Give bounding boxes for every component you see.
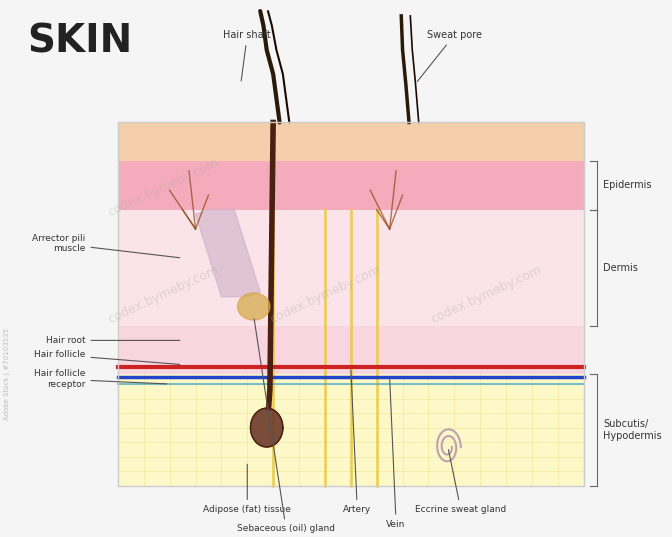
Text: codex.bymeby.com: codex.bymeby.com — [106, 263, 220, 326]
Text: Arrector pili
muscle: Arrector pili muscle — [32, 234, 180, 258]
Bar — [118, 209, 584, 326]
Text: Adobe Stock | #70103535: Adobe Stock | #70103535 — [4, 328, 11, 420]
Text: Vein: Vein — [386, 380, 406, 528]
Text: Hair root: Hair root — [46, 336, 180, 345]
Polygon shape — [251, 408, 283, 447]
Polygon shape — [238, 293, 270, 320]
Bar — [118, 374, 584, 485]
Text: Eccrine sweat gland: Eccrine sweat gland — [415, 449, 507, 514]
Text: Sebaceous (oil) gland: Sebaceous (oil) gland — [237, 319, 335, 533]
Polygon shape — [196, 209, 260, 297]
Text: Sweat pore: Sweat pore — [417, 30, 482, 82]
Bar — [118, 161, 584, 209]
Text: Dermis: Dermis — [603, 263, 638, 273]
Text: Hair shaft: Hair shaft — [223, 30, 271, 81]
Text: SKIN: SKIN — [28, 23, 132, 61]
Text: Subcutis/
Hypodermis: Subcutis/ Hypodermis — [603, 419, 662, 441]
Bar — [118, 122, 584, 161]
Text: Artery: Artery — [343, 370, 372, 514]
Bar — [118, 122, 584, 485]
Text: codex.bymeby.com: codex.bymeby.com — [267, 263, 382, 326]
Text: Hair follicle: Hair follicle — [34, 351, 180, 365]
Text: Hair follicle
receptor: Hair follicle receptor — [34, 369, 167, 389]
Text: Adipose (fat) tissue: Adipose (fat) tissue — [204, 465, 291, 514]
Text: codex.bymeby.com: codex.bymeby.com — [429, 263, 544, 326]
Text: codex.bymeby.com: codex.bymeby.com — [106, 156, 220, 219]
Bar — [118, 326, 584, 374]
Text: Epidermis: Epidermis — [603, 180, 652, 191]
